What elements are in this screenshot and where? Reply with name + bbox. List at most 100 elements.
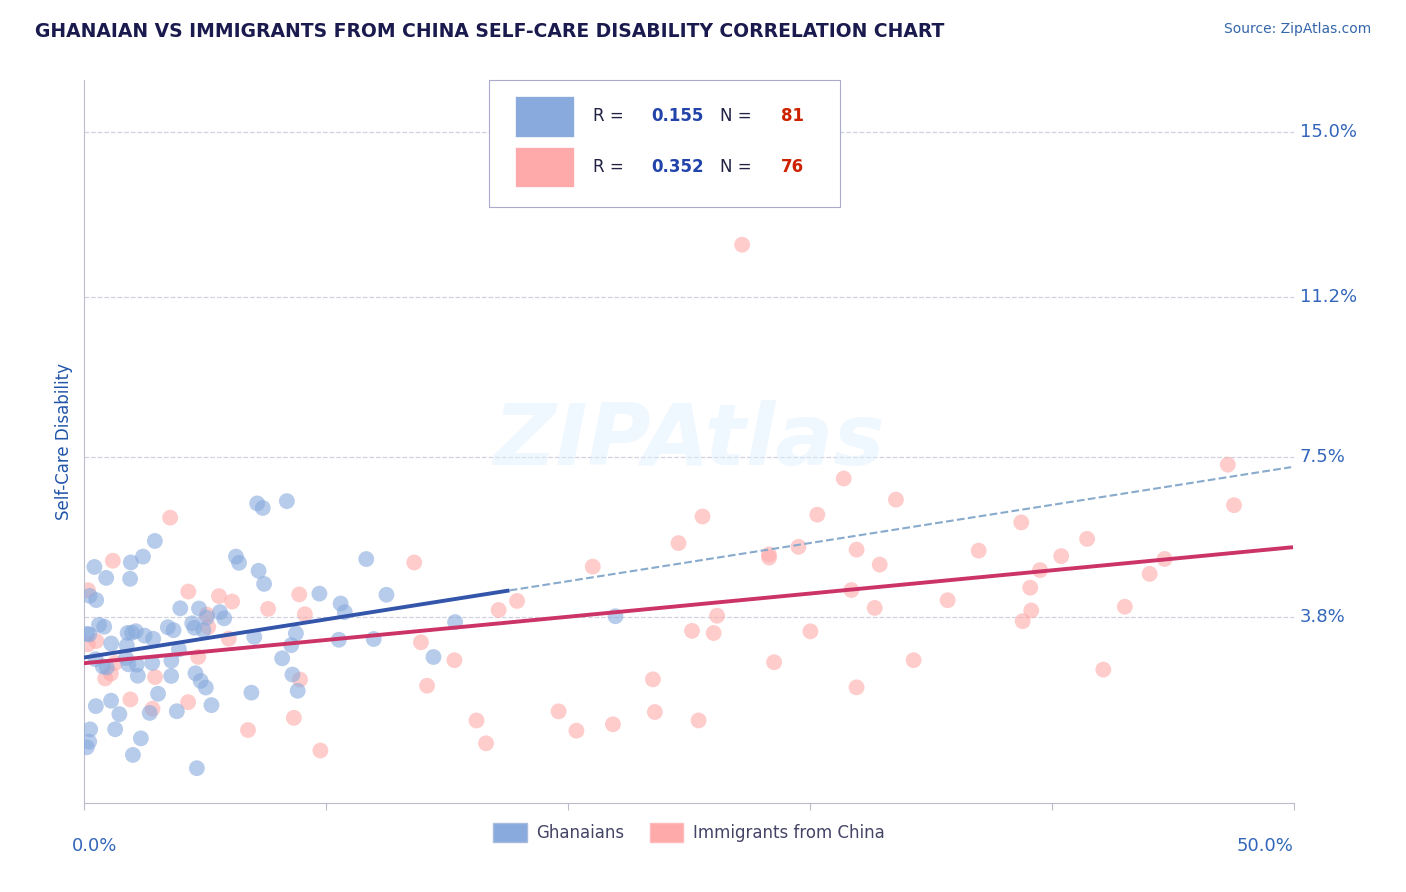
Point: [936, 593, 959, 607]
Point: [703, 626, 725, 640]
Point: [294, 607, 316, 622]
Text: ZIPAtlas: ZIPAtlas: [494, 400, 884, 483]
Point: [190, 673, 212, 688]
Point: [186, 761, 208, 775]
Point: [758, 550, 780, 565]
Point: [329, 597, 352, 611]
Point: [141, 702, 163, 716]
Point: [115, 639, 138, 653]
Point: [100, 694, 122, 708]
Point: [281, 667, 304, 681]
Point: [763, 655, 786, 669]
Point: [122, 747, 145, 762]
Point: [129, 731, 152, 746]
Point: [967, 543, 990, 558]
Point: [283, 711, 305, 725]
Point: [141, 656, 163, 670]
Point: [1029, 563, 1052, 577]
Point: [863, 601, 886, 615]
Point: [194, 681, 217, 695]
Point: [1092, 663, 1115, 677]
Text: 50.0%: 50.0%: [1237, 838, 1294, 855]
Point: [1076, 532, 1098, 546]
Legend: Ghanaians, Immigrants from China: Ghanaians, Immigrants from China: [486, 816, 891, 848]
Point: [96, 660, 118, 674]
Point: [76, 627, 98, 641]
Point: [86, 634, 108, 648]
Point: [416, 679, 439, 693]
Text: N =: N =: [720, 158, 758, 176]
Point: [688, 714, 710, 728]
Text: N =: N =: [720, 107, 758, 126]
Point: [288, 673, 311, 687]
Point: [1139, 566, 1161, 581]
FancyBboxPatch shape: [489, 80, 841, 207]
Point: [120, 692, 142, 706]
Text: 11.2%: 11.2%: [1299, 287, 1357, 306]
Point: [236, 723, 259, 737]
Point: [841, 582, 863, 597]
Point: [181, 616, 204, 631]
Text: 81: 81: [780, 107, 804, 126]
Point: [731, 237, 754, 252]
Text: 7.5%: 7.5%: [1299, 448, 1346, 466]
Point: [1019, 603, 1042, 617]
Point: [443, 653, 465, 667]
Point: [100, 636, 122, 650]
Point: [83, 560, 105, 574]
Point: [120, 572, 142, 586]
Point: [143, 533, 166, 548]
Point: [644, 705, 666, 719]
Point: [869, 558, 891, 572]
Point: [212, 611, 235, 625]
Point: [1223, 498, 1246, 512]
Point: [142, 632, 165, 646]
Point: [125, 624, 148, 639]
Point: [146, 687, 169, 701]
Point: [488, 603, 510, 617]
Point: [787, 540, 810, 554]
FancyBboxPatch shape: [515, 96, 574, 136]
Text: R =: R =: [593, 107, 630, 126]
Point: [115, 651, 138, 665]
FancyBboxPatch shape: [515, 147, 574, 187]
Point: [200, 698, 222, 712]
Point: [1010, 516, 1032, 530]
Point: [84, 652, 107, 666]
Point: [77, 637, 100, 651]
Point: [287, 683, 309, 698]
Point: [354, 552, 377, 566]
Point: [169, 601, 191, 615]
Point: [84, 699, 107, 714]
Point: [195, 610, 218, 624]
Point: [132, 549, 155, 564]
Point: [243, 630, 266, 644]
Point: [159, 510, 181, 524]
Point: [257, 602, 280, 616]
Text: 0.0%: 0.0%: [72, 838, 118, 855]
Point: [280, 638, 302, 652]
Text: GHANAIAN VS IMMIGRANTS FROM CHINA SELF-CARE DISABILITY CORRELATION CHART: GHANAIAN VS IMMIGRANTS FROM CHINA SELF-C…: [35, 22, 945, 41]
Text: 76: 76: [780, 158, 804, 176]
Point: [79, 627, 101, 641]
Point: [276, 494, 298, 508]
Point: [240, 686, 263, 700]
Point: [77, 583, 100, 598]
Point: [195, 607, 218, 622]
Point: [197, 620, 219, 634]
Point: [333, 605, 356, 619]
Point: [228, 556, 250, 570]
Point: [91, 659, 114, 673]
Point: [692, 509, 714, 524]
Point: [208, 589, 231, 603]
Point: [605, 609, 627, 624]
Point: [465, 714, 488, 728]
Point: [1050, 549, 1073, 563]
Point: [117, 657, 139, 672]
Point: [84, 593, 107, 607]
Point: [143, 670, 166, 684]
Point: [246, 496, 269, 510]
Point: [183, 621, 205, 635]
Point: [409, 635, 432, 649]
Point: [845, 542, 868, 557]
